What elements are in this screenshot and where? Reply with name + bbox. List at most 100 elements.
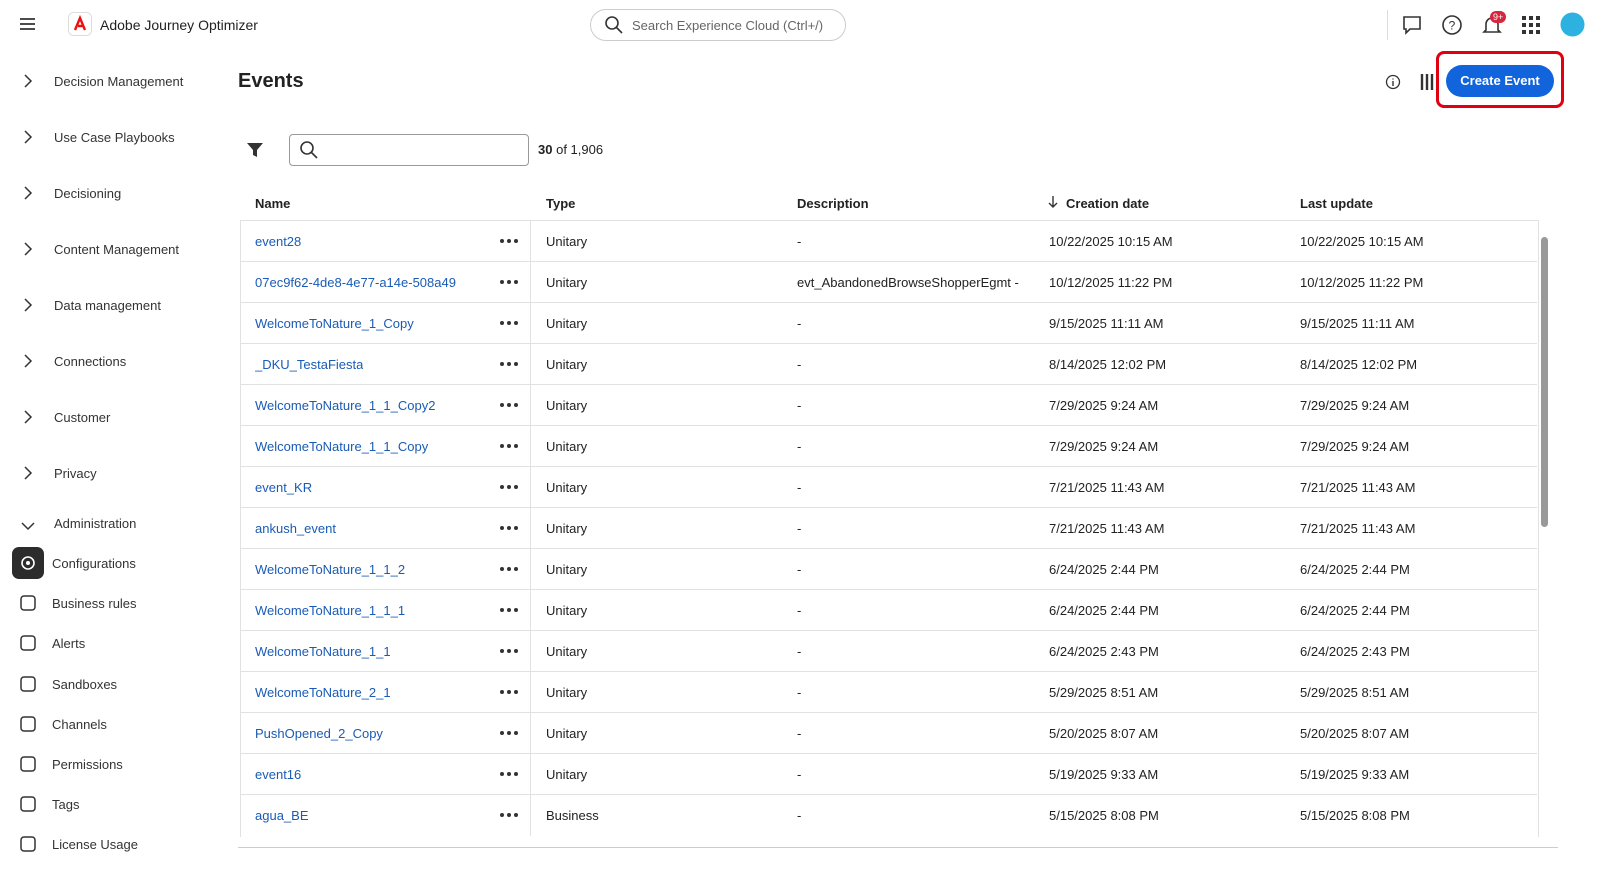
chevron-icon[interactable] xyxy=(22,129,34,145)
more-actions[interactable] xyxy=(499,767,519,779)
item-icon[interactable] xyxy=(18,834,38,854)
column-header[interactable]: Last update xyxy=(1300,196,1373,211)
sort-icon[interactable] xyxy=(1047,195,1059,209)
item-icon[interactable] xyxy=(18,794,38,814)
chevron-icon[interactable] xyxy=(22,353,34,369)
cell: 5/15/2025 8:08 PM xyxy=(1049,808,1159,823)
event-link[interactable]: WelcomeToNature_1_1 xyxy=(255,644,391,659)
event-link[interactable]: WelcomeToNature_1_1_2 xyxy=(255,562,406,577)
row-divider xyxy=(240,343,1537,344)
row-divider xyxy=(240,507,1537,508)
sidebar-section[interactable]: Privacy xyxy=(54,466,97,481)
more-actions[interactable] xyxy=(499,439,519,451)
sidebar-section[interactable]: Content Management xyxy=(54,242,180,257)
cell: 9/15/2025 11:11 AM xyxy=(1300,316,1415,331)
cell: 6/24/2025 2:43 PM xyxy=(1300,644,1410,659)
sidebar-item[interactable]: Permissions xyxy=(52,757,123,772)
sidebar-section[interactable]: Connections xyxy=(54,354,127,369)
event-link[interactable]: WelcomeToNature_1_Copy xyxy=(255,316,414,331)
cell: 7/29/2025 9:24 AM xyxy=(1300,439,1410,454)
more-actions[interactable] xyxy=(499,398,519,410)
chevron-icon[interactable] xyxy=(22,241,34,257)
event-link[interactable]: WelcomeToNature_2_1 xyxy=(255,685,391,700)
search-icon xyxy=(605,16,623,34)
sidebar-item[interactable]: Sandboxes xyxy=(52,676,118,692)
cell: - xyxy=(797,562,802,577)
more-actions[interactable] xyxy=(499,521,519,533)
sidebar-item[interactable]: Tags xyxy=(52,797,80,813)
feedback-icon[interactable] xyxy=(1401,14,1423,36)
search-placeholder: Search Experience Cloud (Ctrl+/) xyxy=(632,18,824,33)
more-actions[interactable] xyxy=(499,808,519,820)
more-actions[interactable] xyxy=(499,644,519,656)
sidebar-item[interactable]: Configurations xyxy=(52,556,136,571)
chevron-icon[interactable] xyxy=(20,519,36,531)
more-actions[interactable] xyxy=(499,562,519,574)
event-link[interactable]: WelcomeToNature_1_1_1 xyxy=(255,603,406,618)
horizontal-scrollbar[interactable] xyxy=(238,847,1558,848)
sidebar-item[interactable]: Channels xyxy=(52,716,107,732)
avatar[interactable] xyxy=(1560,12,1585,37)
total: of 1,906 xyxy=(556,142,604,157)
event-link[interactable]: event16 xyxy=(255,767,302,782)
cell: 10/12/2025 11:22 PM xyxy=(1049,275,1173,290)
event-link[interactable]: 07ec9f62-4de8-4e77-a14e-508a49 xyxy=(255,275,456,290)
cell: 10/22/2025 10:15 AM xyxy=(1049,234,1173,249)
more-actions[interactable] xyxy=(499,275,519,287)
cell: - xyxy=(797,726,802,741)
info-icon[interactable] xyxy=(1385,74,1401,90)
event-link[interactable]: PushOpened_2_Copy xyxy=(255,726,383,741)
chevron-icon[interactable] xyxy=(22,409,34,425)
event-link[interactable]: _DKU_TestaFiesta xyxy=(255,357,364,372)
more-actions[interactable] xyxy=(499,726,519,738)
item-icon[interactable] xyxy=(18,633,38,653)
sidebar-section[interactable]: Use Case Playbooks xyxy=(54,130,175,145)
event-link[interactable]: agua_BE xyxy=(255,808,309,823)
event-link[interactable]: event_KR xyxy=(255,480,313,495)
cell: - xyxy=(797,808,802,823)
highlight-box xyxy=(1436,51,1564,108)
sidebar-item[interactable]: Alerts xyxy=(52,636,86,652)
menu-icon[interactable] xyxy=(18,16,38,32)
item-icon[interactable] xyxy=(18,674,38,694)
event-link[interactable]: WelcomeToNature_1_1_Copy2 xyxy=(255,398,436,413)
item-icon-active[interactable] xyxy=(12,547,44,579)
item-icon[interactable] xyxy=(18,714,38,734)
chevron-icon[interactable] xyxy=(22,465,34,481)
sidebar-section[interactable]: Decisioning xyxy=(54,186,122,201)
column-header[interactable]: Creation date xyxy=(1066,196,1150,211)
sidebar-section[interactable]: Decision Management xyxy=(54,74,184,89)
help-icon[interactable]: ? xyxy=(1441,14,1463,36)
chevron-icon[interactable] xyxy=(22,73,34,89)
chevron-icon[interactable] xyxy=(22,185,34,201)
sidebar-section[interactable]: Data management xyxy=(54,298,161,313)
more-actions[interactable] xyxy=(499,316,519,328)
scrollbar-thumb[interactable] xyxy=(1541,237,1548,527)
column-settings-icon[interactable] xyxy=(1420,72,1438,92)
table-search[interactable] xyxy=(289,134,529,166)
event-link[interactable]: WelcomeToNature_1_1_Copy xyxy=(255,439,429,454)
item-icon[interactable] xyxy=(18,593,38,613)
sidebar-item[interactable]: License Usage xyxy=(52,837,138,853)
column-header[interactable]: Description xyxy=(797,196,869,211)
more-actions[interactable] xyxy=(499,480,519,492)
more-actions[interactable] xyxy=(499,357,519,369)
filter-icon[interactable] xyxy=(246,141,264,159)
sidebar-section[interactable]: Administration xyxy=(54,516,137,531)
column-header[interactable]: Name xyxy=(255,196,291,211)
search-box[interactable]: Search Experience Cloud (Ctrl+/) xyxy=(590,9,846,41)
sidebar-section[interactable]: Customer xyxy=(54,410,111,425)
event-link[interactable]: ankush_event xyxy=(255,521,336,536)
event-link[interactable]: event28 xyxy=(255,234,302,249)
chevron-icon[interactable] xyxy=(22,297,34,313)
apps-icon[interactable] xyxy=(1521,15,1541,35)
item-icon[interactable] xyxy=(18,754,38,774)
more-actions[interactable] xyxy=(499,234,519,246)
adobe-logo[interactable] xyxy=(68,12,92,36)
column-header[interactable]: Type xyxy=(546,196,576,211)
app-name[interactable]: Adobe Journey Optimizer xyxy=(100,17,258,33)
create-event-button[interactable]: Create Event xyxy=(1446,65,1554,97)
more-actions[interactable] xyxy=(499,603,519,615)
more-actions[interactable] xyxy=(499,685,519,697)
sidebar-item[interactable]: Business rules xyxy=(52,596,137,612)
